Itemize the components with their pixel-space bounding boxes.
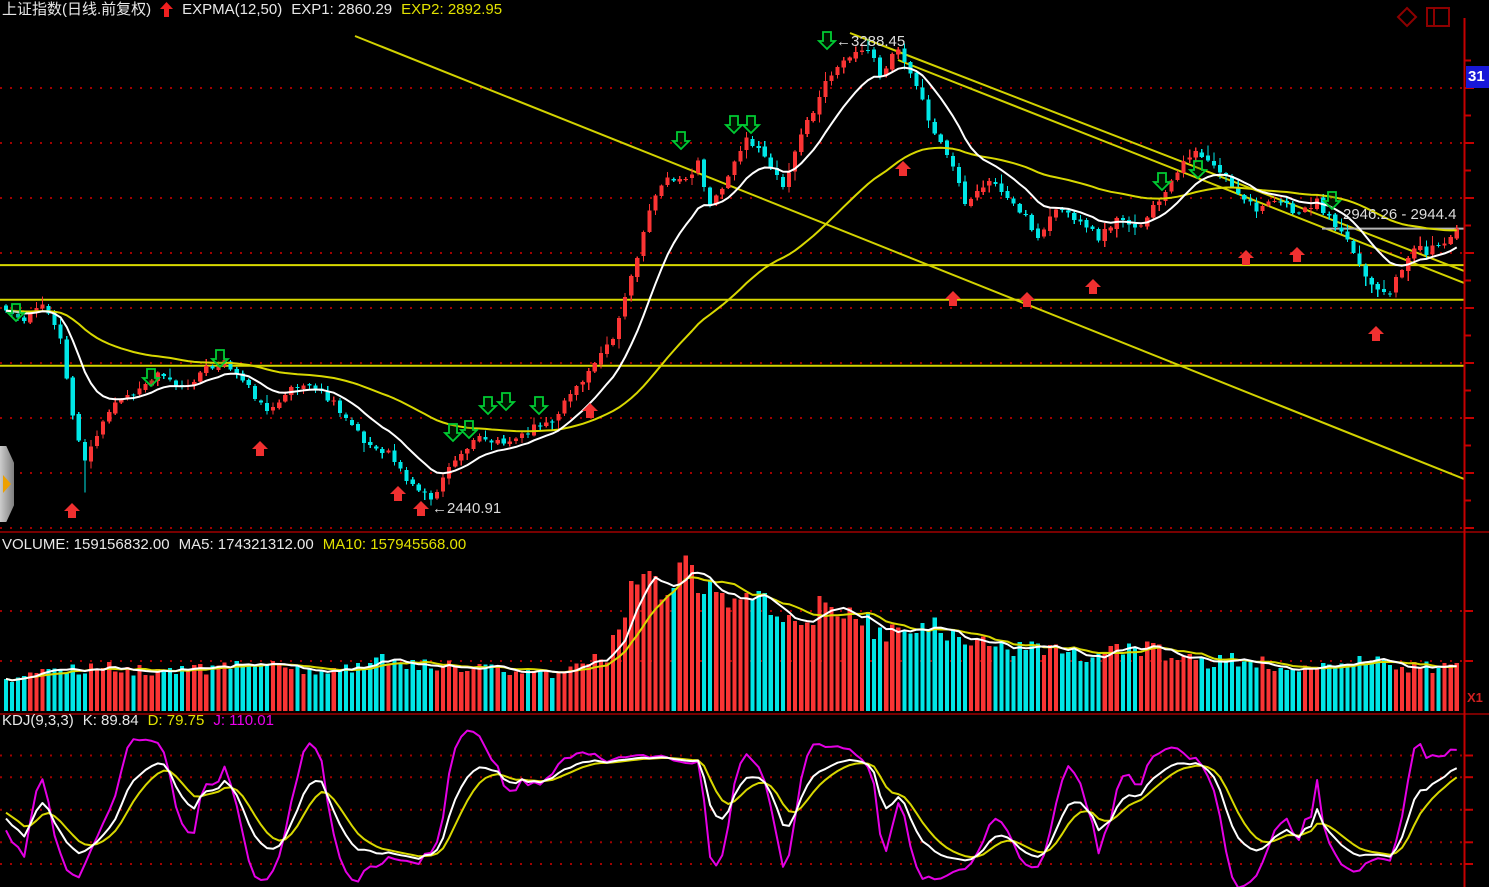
sell-arrow-icon bbox=[528, 396, 550, 416]
indicator-name: EXPMA(12,50) bbox=[182, 1, 283, 18]
volume-ma-overlay bbox=[5, 571, 1457, 682]
sell-arrow-icon bbox=[816, 31, 838, 51]
sell-arrow-icon bbox=[723, 115, 745, 135]
volume-ma5-line bbox=[5, 571, 1457, 682]
volume-kdj-divider bbox=[0, 713, 1489, 715]
sell-arrow-icon bbox=[495, 392, 517, 412]
buy-arrow-icon bbox=[390, 486, 406, 501]
volume-value: VOLUME: 159156832.00 bbox=[2, 536, 170, 553]
sell-arrow-icon bbox=[670, 131, 692, 151]
sell-arrow-icon bbox=[1321, 191, 1343, 211]
instrument-title: 上证指数(日线.前复权) bbox=[2, 1, 152, 18]
sell-arrow-icon bbox=[1151, 172, 1173, 192]
price-badge: 31 bbox=[1466, 66, 1489, 88]
price-range-label: 2946.26 - 2944.4 bbox=[1343, 206, 1457, 223]
buy-arrow-icon bbox=[1368, 326, 1384, 341]
signal-markers bbox=[5, 31, 1384, 518]
buy-arrow-icon bbox=[945, 291, 961, 306]
exp2-value: EXP2: 2892.95 bbox=[401, 1, 503, 18]
sell-arrow-icon bbox=[140, 368, 162, 388]
kdj-k-line bbox=[5, 756, 1458, 862]
buy-arrow-icon bbox=[1289, 247, 1305, 262]
kdj-name: KDJ(9,3,3) bbox=[2, 712, 74, 729]
kdj-d-value: D: 79.75 bbox=[147, 712, 205, 729]
sell-arrow-icon bbox=[1187, 160, 1209, 180]
kdj-k-value: K: 89.84 bbox=[82, 712, 139, 729]
exp1-line bbox=[5, 66, 1458, 475]
expand-triangle-icon bbox=[3, 475, 11, 493]
main-volume-divider bbox=[0, 531, 1489, 533]
volume-ma10-value: MA10: 157945568.00 bbox=[322, 536, 467, 553]
volume-header: VOLUME: 159156832.00 MA5: 174321312.00 M… bbox=[2, 536, 466, 553]
sidebar-expand-handle[interactable] bbox=[0, 446, 14, 522]
buy-arrow-icon bbox=[252, 441, 268, 456]
diamond-icon[interactable] bbox=[1396, 6, 1418, 28]
grid-lines bbox=[0, 87, 1464, 865]
buy-arrow-icon bbox=[1238, 250, 1254, 265]
split-window-icon[interactable] bbox=[1426, 6, 1451, 28]
kdj-layer bbox=[5, 729, 1458, 887]
kdj-j-value: J: 110.01 bbox=[213, 712, 274, 729]
low-price-label: ←2440.91 bbox=[432, 500, 502, 517]
kdj-panel[interactable] bbox=[0, 715, 1464, 887]
volume-panel[interactable] bbox=[0, 533, 1464, 713]
chart-header: 上证指数(日线.前复权) EXPMA(12,50) EXP1: 2860.29 … bbox=[2, 1, 502, 18]
sell-arrow-icon bbox=[458, 420, 480, 440]
sell-arrow-icon bbox=[209, 349, 231, 369]
exp1-value: EXP1: 2860.29 bbox=[291, 1, 393, 18]
sell-arrow-icon bbox=[5, 303, 27, 323]
volume-ma5-value: MA5: 174321312.00 bbox=[178, 536, 314, 553]
x1-scale-label[interactable]: X1 bbox=[1467, 690, 1483, 705]
buy-arrow-icon bbox=[1019, 292, 1035, 307]
up-arrow-icon bbox=[160, 2, 174, 17]
sell-arrow-icon bbox=[442, 423, 464, 443]
exp2-line bbox=[5, 146, 1457, 433]
toolbar-icons bbox=[1396, 6, 1451, 28]
buy-arrow-icon bbox=[64, 503, 80, 518]
kdj-header: KDJ(9,3,3) K: 89.84 D: 79.75 J: 110.01 bbox=[2, 712, 274, 729]
axis-ticks bbox=[1465, 59, 1474, 865]
buy-arrow-icon bbox=[413, 501, 429, 516]
sell-arrow-icon bbox=[477, 396, 499, 416]
volume-ma10-line bbox=[5, 576, 1457, 682]
high-price-label: ←3288.45 bbox=[836, 33, 906, 50]
buy-arrow-icon bbox=[1085, 279, 1101, 294]
sell-arrow-icon bbox=[740, 115, 762, 135]
main-chart-panel[interactable] bbox=[0, 18, 1464, 531]
buy-arrow-icon bbox=[582, 403, 598, 418]
drawn-lines[interactable] bbox=[0, 32, 1464, 480]
expma-overlay bbox=[5, 66, 1458, 475]
volume-layer bbox=[3, 555, 1459, 711]
buy-arrow-icon bbox=[895, 161, 911, 176]
